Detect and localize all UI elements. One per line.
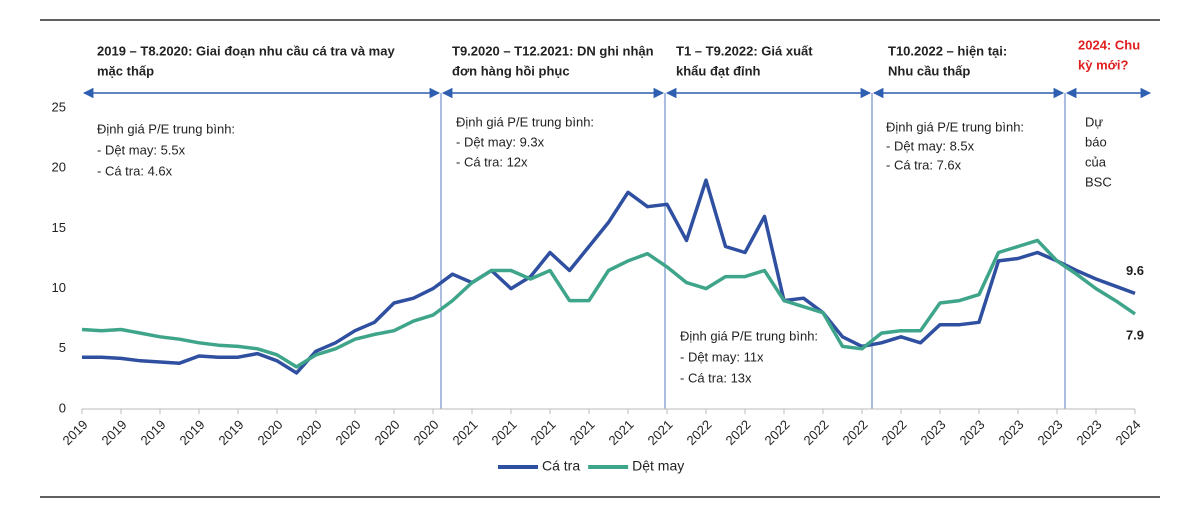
valuation-note: Định giá P/E trung bình: [97,121,235,136]
x-tick-label: 2021 [605,417,636,448]
period-title: mặc thấp [97,63,154,78]
legend-label: Dệt may [632,458,684,474]
y-tick-label: 25 [52,99,66,114]
period-title: Nhu cầu thấp [888,63,970,78]
y-tick-label: 10 [52,280,66,295]
y-tick-label: 0 [59,400,66,415]
y-tick-label: 20 [52,160,66,175]
period-title: đơn hàng hồi phục [452,63,570,78]
period-title: T1 – T9.2022: Giá xuất [676,43,813,58]
x-tick-label: 2019 [59,417,90,448]
x-tick-label: 2019 [137,417,168,448]
x-tick-label: 2022 [722,417,753,448]
end-label: 9.6 [1126,263,1144,278]
x-tick-label: 2023 [917,417,948,448]
valuation-note: - Dệt may: 9.3x [456,134,545,149]
x-tick-label: 2021 [644,417,675,448]
series-line [81,238,1136,369]
series-line [82,178,1136,375]
x-tick-label: 2022 [761,417,792,448]
valuation-note: - Dệt may: 8.5x [886,138,975,153]
x-tick-label: 2022 [800,417,831,448]
end-label: 7.9 [1126,327,1144,342]
period-title: khẩu đạt đỉnh [676,63,761,78]
valuation-note: - Cá tra: 13x [680,370,752,385]
x-tick-label: 2021 [566,417,597,448]
period-title: kỳ mới? [1078,57,1128,72]
period-title: T10.2022 – hiện tại: [888,43,1007,58]
x-tick-label: 2024 [1112,417,1143,448]
x-tick-label: 2019 [176,417,207,448]
x-tick-label: 2021 [488,417,519,448]
x-tick-label: 2022 [683,417,714,448]
x-tick-label: 2020 [293,417,324,448]
period-title: 2024: Chu [1078,37,1140,52]
valuation-note: - Cá tra: 4.6x [97,163,173,178]
y-tick-label: 5 [59,340,66,355]
valuation-note: - Dệt may: 11x [680,349,764,364]
y-tick-label: 15 [52,220,66,235]
x-tick-label: 2020 [254,417,285,448]
valuation-note: của [1085,154,1107,169]
x-tick-label: 2019 [215,417,246,448]
valuation-note: Định giá P/E trung bình: [886,119,1024,134]
period-title: T9.2020 – T12.2021: DN ghi nhận [452,43,654,58]
x-tick-label: 2022 [878,417,909,448]
x-tick-label: 2020 [332,417,363,448]
x-tick-label: 2020 [371,417,402,448]
x-tick-label: 2022 [839,417,870,448]
period-separators [440,93,1066,409]
valuation-note: - Cá tra: 7.6x [886,157,962,172]
x-tick-label: 2021 [527,417,558,448]
valuation-note: Định giá P/E trung bình: [680,328,818,343]
period-title: 2019 – T8.2020: Giai đoạn nhu cầu cá tra… [97,43,395,58]
valuation-note: - Dệt may: 5.5x [97,142,186,157]
x-tick-label: 2021 [449,417,480,448]
valuation-note: BSC [1085,174,1112,189]
x-tick-label: 2019 [98,417,129,448]
x-tick-label: 2023 [995,417,1026,448]
x-tick-label: 2023 [1034,417,1065,448]
valuation-note: Định giá P/E trung bình: [456,114,594,129]
x-tick-label: 2020 [410,417,441,448]
valuation-note: báo [1085,134,1107,149]
legend-label: Cá tra [542,458,580,474]
valuation-note: Dự [1085,114,1103,129]
x-tick-label: 2023 [956,417,987,448]
valuation-note: - Cá tra: 12x [456,154,528,169]
x-tick-label: 2023 [1073,417,1104,448]
